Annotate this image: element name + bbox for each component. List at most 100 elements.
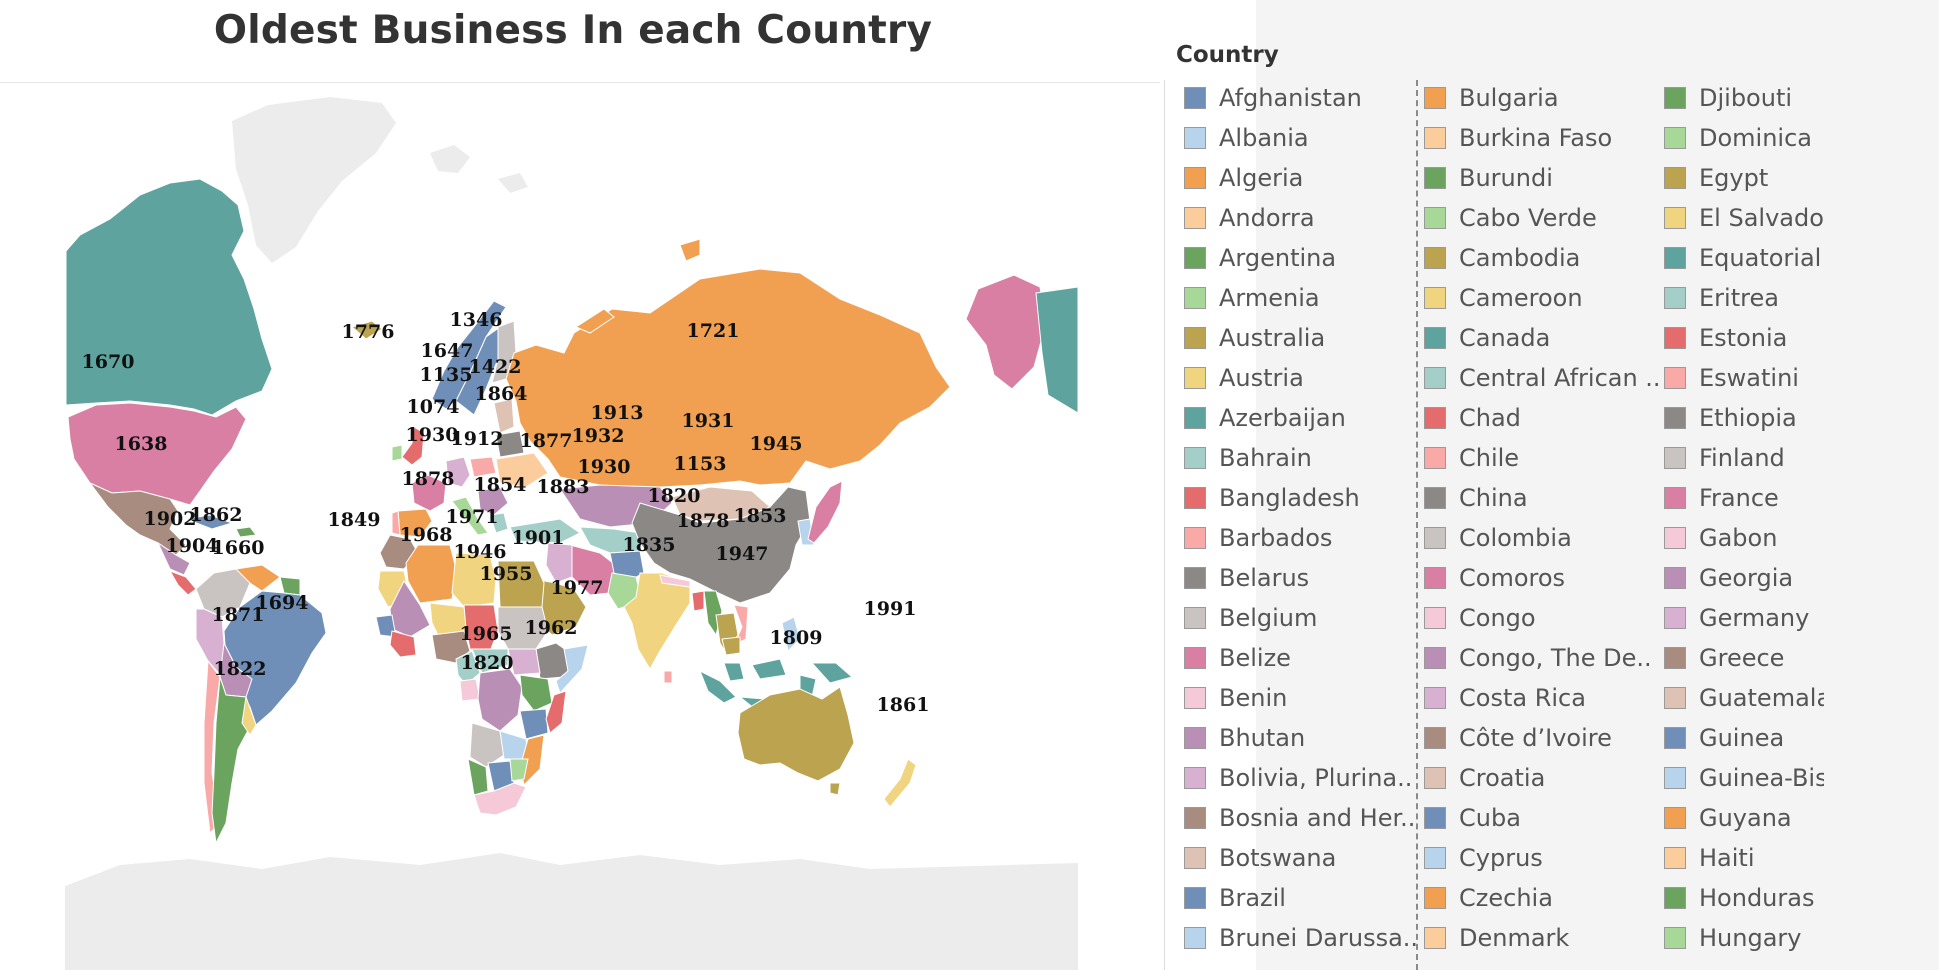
country-nepal[interactable] <box>659 574 691 588</box>
legend-item[interactable]: Congo, The De.. <box>1424 638 1664 678</box>
country-libya[interactable] <box>451 552 497 608</box>
legend-item[interactable]: El Salvador <box>1664 198 1824 238</box>
legend-item[interactable]: Guinea <box>1664 718 1824 758</box>
legend-item[interactable]: Andorra <box>1184 198 1424 238</box>
legend-item[interactable]: Côte d’Ivoire <box>1424 718 1664 758</box>
country-egypt[interactable] <box>497 560 545 608</box>
legend-item[interactable]: Burkina Faso <box>1424 118 1664 158</box>
country-australia[interactable] <box>737 686 855 782</box>
country-turkey[interactable] <box>509 518 581 544</box>
country-papua-new-guinea[interactable] <box>810 662 854 684</box>
legend-item[interactable]: Eritrea <box>1664 278 1824 318</box>
legend-item[interactable]: Eswatini <box>1664 358 1824 398</box>
country-greece[interactable] <box>489 512 509 534</box>
country-caribbean[interactable] <box>235 526 257 538</box>
legend-item[interactable]: Greece <box>1664 638 1824 678</box>
country-uganda-kenya[interactable] <box>519 674 553 712</box>
legend-item[interactable]: Germany <box>1664 598 1824 638</box>
legend-item[interactable]: Bulgaria <box>1424 78 1664 118</box>
country-canada[interactable] <box>65 178 273 416</box>
legend-item[interactable]: Georgia <box>1664 558 1824 598</box>
legend-item[interactable]: Algeria <box>1184 158 1424 198</box>
country-madagascar[interactable] <box>545 690 567 734</box>
legend-item[interactable]: Croatia <box>1424 758 1664 798</box>
legend-item[interactable]: Denmark <box>1424 918 1664 958</box>
legend-item[interactable]: Costa Rica <box>1424 678 1664 718</box>
legend-item[interactable]: Bosnia and Her.. <box>1184 798 1424 838</box>
legend-item[interactable]: Bhutan <box>1184 718 1424 758</box>
legend-item[interactable]: Chile <box>1424 438 1664 478</box>
legend-item[interactable]: Afghanistan <box>1184 78 1424 118</box>
legend-item[interactable]: Guatemala <box>1664 678 1824 718</box>
legend-item[interactable]: Brunei Darussa.. <box>1184 918 1424 958</box>
legend-item[interactable]: Argentina <box>1184 238 1424 278</box>
legend-item[interactable]: Australia <box>1184 318 1424 358</box>
legend-item[interactable]: Egypt <box>1664 158 1824 198</box>
legend-item[interactable]: Bahrain <box>1184 438 1424 478</box>
legend-item[interactable]: Haiti <box>1664 838 1824 878</box>
legend-item[interactable]: Albania <box>1184 118 1424 158</box>
legend-item[interactable]: Canada <box>1424 318 1664 358</box>
legend-item[interactable]: Cuba <box>1424 798 1664 838</box>
country-philippines[interactable] <box>781 616 801 653</box>
country-poland[interactable] <box>469 456 497 478</box>
legend-item[interactable]: Brazil <box>1184 878 1424 918</box>
country-alaska-east[interactable] <box>1035 286 1079 414</box>
country-belarus[interactable] <box>495 430 525 458</box>
legend-item[interactable]: Congo <box>1424 598 1664 638</box>
country-angola[interactable] <box>469 722 505 768</box>
country-south-africa[interactable] <box>473 782 527 816</box>
legend-item[interactable]: China <box>1424 478 1664 518</box>
legend-item[interactable]: Benin <box>1184 678 1424 718</box>
legend-item[interactable]: Armenia <box>1184 278 1424 318</box>
country-iceland[interactable] <box>350 320 383 340</box>
country-iraq[interactable] <box>545 542 573 584</box>
country-venezuela[interactable] <box>234 564 281 592</box>
legend-item[interactable]: Chad <box>1424 398 1664 438</box>
legend-item[interactable]: Azerbaijan <box>1184 398 1424 438</box>
legend-item[interactable]: Belize <box>1184 638 1424 678</box>
country-russia[interactable] <box>505 268 951 490</box>
legend-item[interactable]: Cabo Verde <box>1424 198 1664 238</box>
legend-item[interactable]: Austria <box>1184 358 1424 398</box>
legend-item[interactable]: Estonia <box>1664 318 1824 358</box>
legend-item[interactable]: France <box>1664 478 1824 518</box>
legend-item[interactable]: Gabon <box>1664 518 1824 558</box>
country-balkans[interactable] <box>477 486 509 516</box>
legend-item[interactable]: Central African .. <box>1424 358 1664 398</box>
country-south-sudan[interactable] <box>507 648 541 676</box>
country-baltics[interactable] <box>493 398 515 434</box>
country-italy[interactable] <box>451 496 489 536</box>
legend-item[interactable]: Cyprus <box>1424 838 1664 878</box>
country-russia-north-islands[interactable] <box>574 238 701 334</box>
legend-item[interactable]: Belarus <box>1184 558 1424 598</box>
country-malaysia[interactable] <box>723 658 787 682</box>
country-cambodia[interactable] <box>721 636 741 656</box>
country-argentina[interactable] <box>211 676 253 845</box>
legend-item[interactable]: Dominica <box>1664 118 1824 158</box>
country-gabon-congo[interactable] <box>459 678 481 702</box>
legend-item[interactable]: Finland <box>1664 438 1824 478</box>
country-mexico[interactable] <box>89 482 187 556</box>
country-tasmania[interactable] <box>829 782 841 796</box>
legend-item[interactable]: Honduras <box>1664 878 1824 918</box>
country-paraguay[interactable] <box>241 696 257 736</box>
legend-item[interactable]: Equatorial <box>1664 238 1824 278</box>
country-ukraine[interactable] <box>495 452 549 488</box>
legend-item[interactable]: Hungary <box>1664 918 1824 958</box>
country-cuba[interactable] <box>184 514 234 530</box>
country-central-african-rep[interactable] <box>471 648 509 674</box>
country-dr-congo[interactable] <box>477 668 523 732</box>
legend-item[interactable]: Cambodia <box>1424 238 1664 278</box>
country-zimbabwe[interactable] <box>509 758 529 782</box>
country-west-africa-2[interactable] <box>389 630 417 658</box>
legend-item[interactable]: Guinea-Bis <box>1664 758 1824 798</box>
legend-item[interactable]: Burundi <box>1424 158 1664 198</box>
country-germany[interactable] <box>445 456 471 488</box>
legend-item[interactable]: Cameroon <box>1424 278 1664 318</box>
legend-item[interactable]: Djibouti <box>1664 78 1824 118</box>
country-uk[interactable] <box>401 426 425 466</box>
country-sri-lanka[interactable] <box>663 670 673 684</box>
legend-item[interactable]: Guyana <box>1664 798 1824 838</box>
country-ireland[interactable] <box>391 444 403 462</box>
